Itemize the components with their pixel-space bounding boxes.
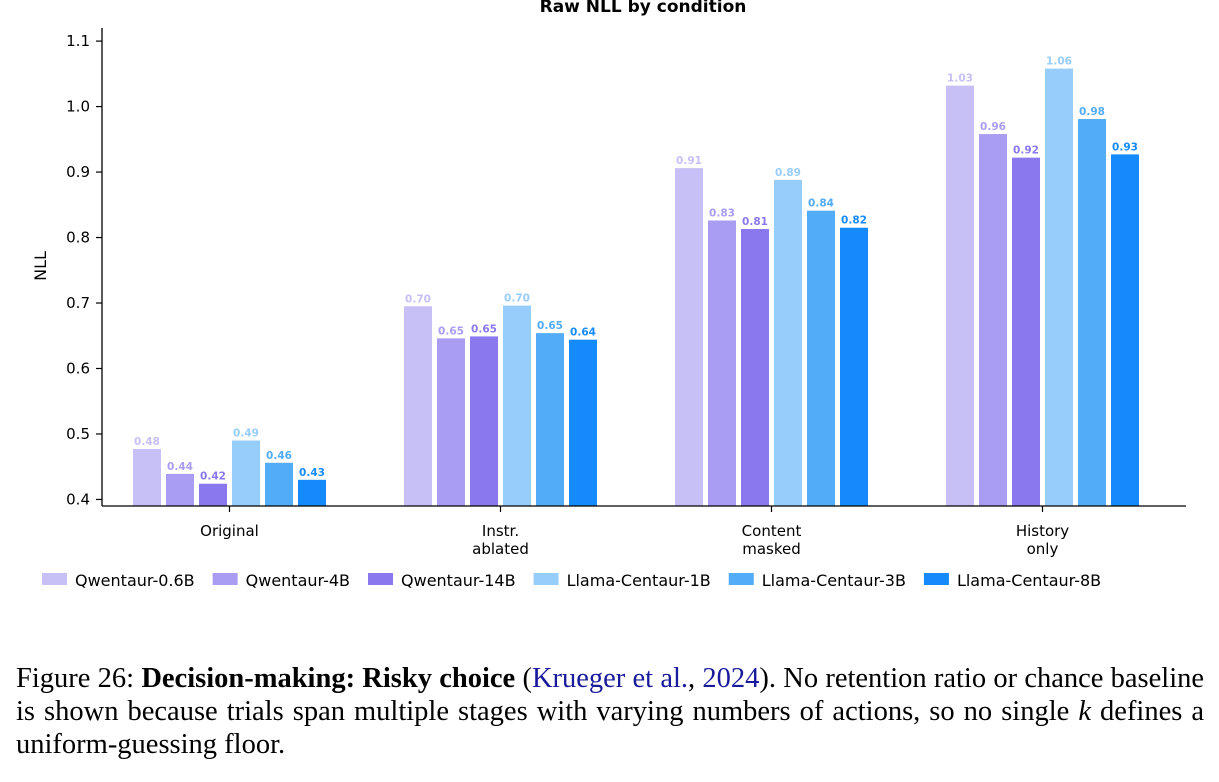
bar-chart: Raw NLL by condition 0.40.50.60.70.80.91… [31,0,1186,590]
bar-llama-centaur-8b-3 [1111,154,1139,506]
data-label: 0.65 [438,325,464,337]
y-axis-label: NLL [31,251,50,281]
legend-label: Qwentaur-0.6B [75,571,195,590]
y-tick-label: 0.5 [66,425,90,443]
chart-title: Raw NLL by condition [540,0,747,17]
data-label: 1.06 [1046,56,1072,68]
data-label: 0.44 [167,461,193,473]
x-tick-label: Original [200,522,259,540]
data-label: 0.42 [200,471,226,483]
bar-llama-centaur-3b-0 [265,462,293,506]
x-tick-label: Content [742,522,802,540]
bar-qwentaur-14b-2 [741,229,769,506]
data-label: 0.49 [233,428,259,440]
bar-qwentaur-14b-3 [1012,157,1040,506]
bar-llama-centaur-3b-3 [1078,119,1106,506]
bar-llama-centaur-8b-2 [840,227,868,506]
legend-label: Qwentaur-4B [246,571,350,590]
bar-llama-centaur-1b-1 [503,305,531,506]
bar-qwentaur-0-6b-0 [133,449,161,506]
data-label: 0.64 [570,327,596,339]
legend-swatch [923,573,949,585]
data-label: 0.84 [808,198,834,210]
legend-label: Llama-Centaur-8B [957,571,1101,590]
caption-prefix: Figure 26: [16,663,142,694]
caption-open-paren: ( [515,663,532,694]
x-tick-label: masked [742,540,801,558]
bar-llama-centaur-3b-1 [536,333,564,506]
data-label: 0.70 [504,293,530,305]
legend-label: Llama-Centaur-1B [567,571,711,590]
data-label: 0.92 [1013,145,1039,157]
legend: Qwentaur-0.6B Qwentaur-4B Qwentaur-14B Llam… [42,571,1101,590]
bar-qwentaur-4b-2 [708,220,736,506]
caption-text-1: ). No retention ratio or chance baseline… [16,663,1205,727]
bar-qwentaur-0-6b-1 [404,306,432,506]
legend-swatch [728,573,754,585]
citation-author-link[interactable]: Krueger et al. [531,663,689,694]
bar-qwentaur-4b-1 [437,338,465,506]
bar-qwentaur-14b-1 [470,336,498,506]
data-label: 0.46 [266,450,292,462]
data-label: 0.81 [742,216,768,228]
x-tick-label: History [1016,522,1069,540]
x-tick-label: ablated [472,540,529,558]
legend-swatch [533,573,559,585]
data-label: 0.43 [299,467,325,479]
figure-caption: Figure 26: Decision-making: Risky choice… [16,662,1204,761]
bar-llama-centaur-1b-3 [1045,68,1073,506]
bar-llama-centaur-8b-0 [298,479,326,506]
caption-title: Decision-making: Risky choice [141,663,516,694]
y-tick-label: 0.8 [66,229,90,247]
data-label: 0.96 [980,121,1006,133]
bar-llama-centaur-1b-2 [774,179,802,506]
data-label: 0.82 [841,215,867,227]
bar-llama-centaur-1b-0 [232,440,260,506]
y-tick-label: 1.0 [66,98,90,116]
y-tick-label: 0.9 [66,163,90,181]
bar-llama-centaur-8b-1 [569,339,597,506]
legend-swatch [212,573,238,585]
data-label: 0.91 [676,155,702,167]
bar-llama-centaur-3b-2 [807,210,835,506]
bar-qwentaur-14b-0 [199,483,227,506]
y-axis: 0.4 0.5 0.6 0.7 0.8 0.9 1.0 1.1 [66,28,103,508]
x-tick-label: only [1027,540,1059,558]
legend-swatch [368,573,394,585]
data-label: 0.98 [1079,106,1105,118]
data-label: 0.83 [709,208,735,220]
x-tick-label: Instr. [482,522,519,540]
legend-swatch [42,573,67,585]
data-label: 1.03 [947,73,973,85]
bar-qwentaur-4b-3 [979,134,1007,506]
data-label: 0.65 [537,320,563,332]
data-label: 0.89 [775,167,801,179]
data-label: 0.48 [134,436,160,448]
bar-qwentaur-4b-0 [166,473,194,506]
y-tick-label: 0.7 [66,294,90,312]
y-tick-label: 1.1 [66,32,90,50]
y-tick-label: 0.4 [66,490,90,508]
data-labels-group: 0.48 0.44 0.42 0.49 0.46 0.43 0.70 0.65 0.65 0.70… [134,56,1138,483]
data-label: 0.70 [405,293,431,305]
bar-qwentaur-0-6b-3 [946,85,974,506]
caption-text-2: defines a uniform-guessing floor. [16,696,1204,760]
bars-group [133,68,1139,506]
caption-italic-k: k [1078,696,1091,727]
legend-label: Llama-Centaur-3B [762,571,906,590]
caption-comma: , [688,663,703,694]
bar-qwentaur-0-6b-2 [675,168,703,506]
data-label: 0.65 [471,323,497,335]
data-label: 0.93 [1112,141,1138,153]
y-tick-label: 0.6 [66,359,90,377]
citation-year-link[interactable]: 2024 [702,663,760,694]
legend-label: Qwentaur-14B [401,571,516,590]
